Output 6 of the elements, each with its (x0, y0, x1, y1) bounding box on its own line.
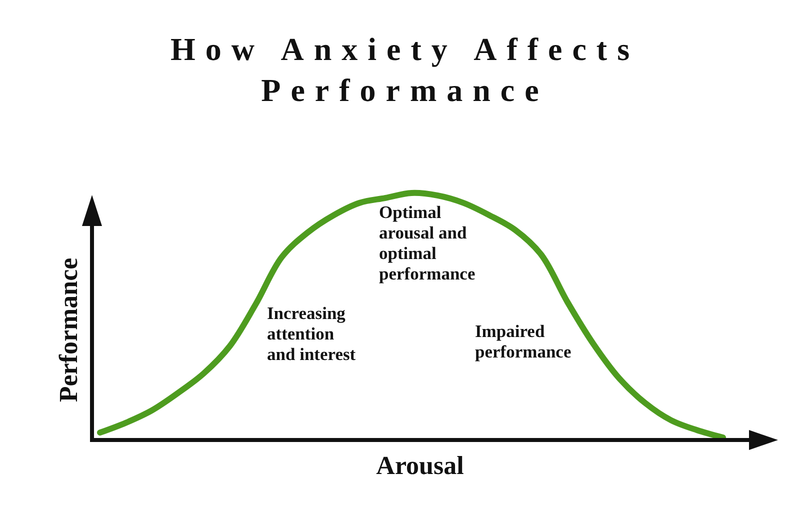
chart-title: How Anxiety Affects Performance (170, 31, 640, 108)
annotation: Increasing attention and interest (267, 303, 356, 364)
y-axis-title: Performance (54, 258, 83, 402)
annotation: Impaired performance (475, 321, 572, 362)
x-axis-title: Arousal (376, 451, 464, 480)
annotation: Optimal arousal and optimal performance (379, 202, 476, 284)
